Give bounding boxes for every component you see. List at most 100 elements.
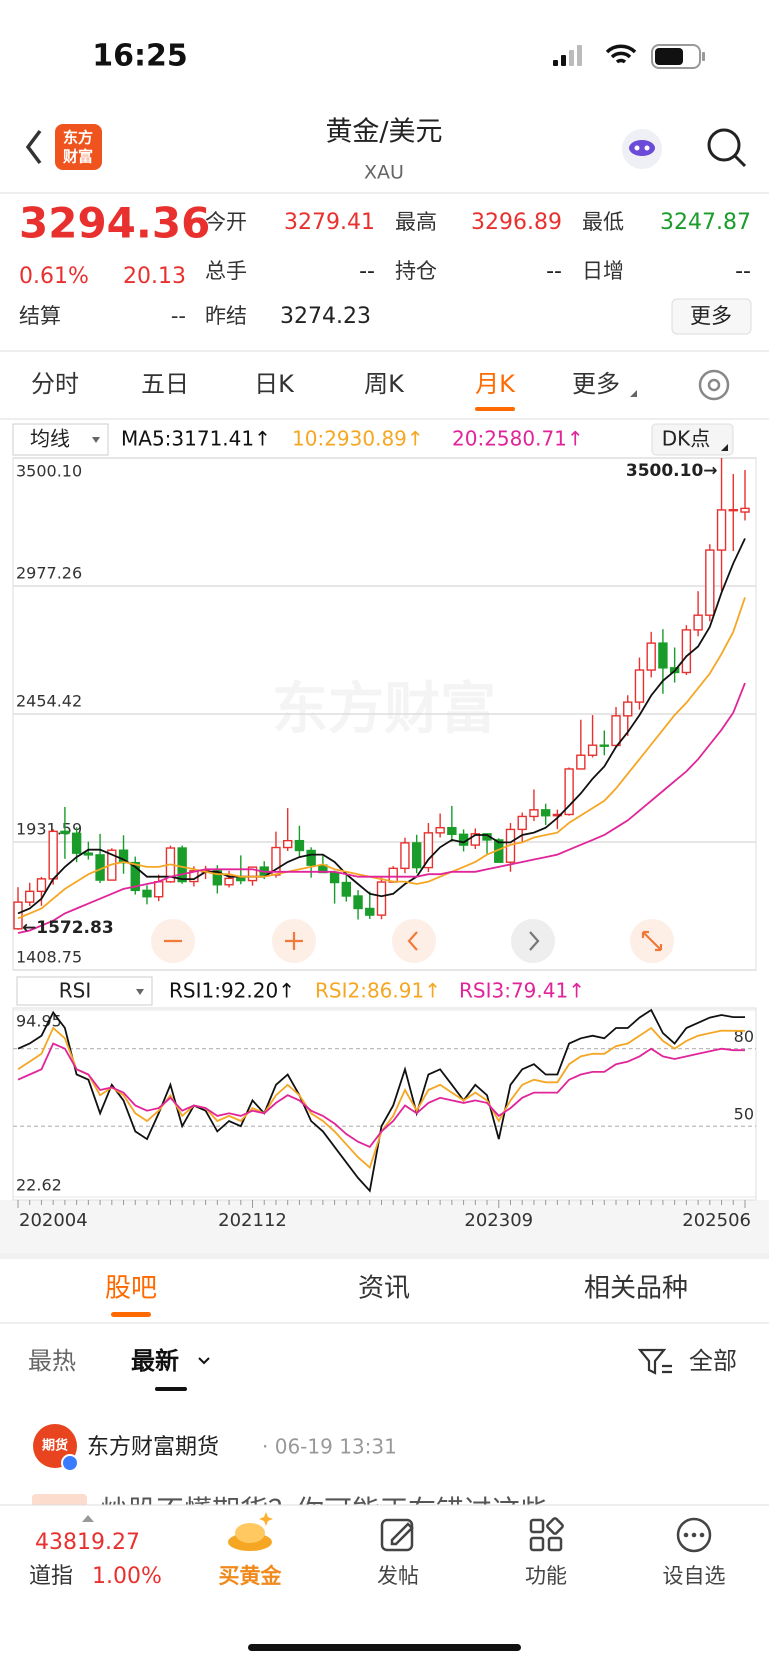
last-price: 3294.36 — [19, 199, 210, 248]
feed-tab[interactable]: 相关品种 — [584, 1274, 688, 1304]
field-label: 总手 — [205, 259, 247, 283]
function-icon[interactable] — [529, 1517, 564, 1552]
change-amount: 20.13 — [123, 264, 186, 289]
divider — [0, 1253, 769, 1259]
indicator-dropdown[interactable] — [16, 976, 153, 1006]
period-tab[interactable]: 日K — [254, 370, 295, 398]
y-tick-label: 80 — [734, 1027, 754, 1046]
expand-caret — [82, 1515, 94, 1522]
dk-button[interactable] — [651, 423, 734, 456]
sort-underline — [155, 1387, 187, 1391]
field-value: 3296.89 — [471, 210, 562, 235]
bottom-tab-label[interactable]: 功能 — [525, 1564, 567, 1588]
search-button[interactable] — [707, 128, 747, 168]
period-tab[interactable]: 周K — [364, 370, 405, 398]
settings-icon[interactable] — [698, 369, 730, 401]
indicator-line — [17, 1042, 745, 1149]
candle-body — [154, 881, 164, 898]
candle-body — [423, 832, 434, 869]
candle-body — [36, 878, 47, 893]
logo-text: 东方 — [63, 129, 93, 147]
feed-tab[interactable]: 资讯 — [358, 1274, 410, 1304]
candle-body — [236, 877, 246, 882]
field-value: -- — [171, 304, 186, 328]
candle-body — [13, 901, 23, 930]
dk-button-label[interactable]: DK点 — [662, 427, 711, 451]
dropdown-caret — [630, 390, 637, 397]
candle-body — [658, 642, 668, 669]
candle-body — [376, 881, 387, 916]
back-button[interactable] — [25, 129, 42, 165]
candle-body — [247, 866, 258, 882]
indicator-line — [17, 597, 746, 920]
period-tab[interactable]: 月K — [475, 370, 516, 398]
field-value: 3274.23 — [280, 304, 371, 329]
candle-body — [177, 847, 187, 883]
control-icon — [641, 930, 663, 952]
page-title: 黄金/美元 — [325, 117, 442, 148]
post-time: · 06-19 13:31 — [262, 1435, 397, 1459]
feed-tab[interactable]: 股吧 — [105, 1274, 157, 1304]
candle-body — [611, 715, 621, 747]
period-tab[interactable]: 五日 — [141, 370, 189, 398]
battery-icon — [651, 44, 705, 69]
gold-icon[interactable] — [228, 1512, 273, 1551]
candle-body — [48, 830, 58, 880]
app-logo — [55, 124, 102, 170]
indicator-dropdown[interactable] — [12, 423, 109, 456]
watchlist-icon[interactable] — [676, 1517, 712, 1553]
assistant-avatar[interactable] — [622, 129, 662, 169]
field-label: 最高 — [395, 210, 437, 234]
candle-body — [740, 507, 750, 513]
more-button-label[interactable]: 更多 — [690, 304, 732, 328]
candle-body — [646, 642, 656, 671]
candle-body — [400, 842, 410, 870]
verified-badge — [61, 1454, 79, 1472]
post-icon[interactable] — [380, 1518, 414, 1552]
indicator-dropdown-label[interactable]: RSI — [59, 979, 92, 1003]
index-value: 43819.27 — [35, 1530, 140, 1555]
candle-body — [83, 852, 94, 856]
y-tick-label: 50 — [734, 1105, 754, 1124]
legend-entry: RSI3:79.41↑ — [459, 979, 585, 1003]
legend-entry: 10:2930.89↑ — [292, 427, 424, 451]
max-annotation: 3500.10→ — [626, 461, 718, 481]
bottom-tab-label[interactable]: 发帖 — [377, 1564, 419, 1588]
chart-control[interactable] — [511, 919, 555, 963]
candle-body — [142, 889, 152, 898]
candle-body — [693, 614, 703, 631]
indicator-dropdown-label[interactable]: 均线 — [30, 427, 70, 451]
avatar-text: 期货 — [42, 1438, 68, 1454]
candle-body — [224, 877, 234, 886]
control-icon — [407, 931, 418, 951]
dropdown-caret — [721, 444, 728, 451]
candle-body — [329, 871, 340, 884]
signal-icon — [553, 45, 582, 66]
candle-body — [411, 842, 422, 869]
period-tab[interactable]: 分时 — [31, 370, 79, 398]
period-tab[interactable]: 更多 — [572, 370, 620, 398]
axis-strip — [0, 1200, 769, 1253]
chart-control[interactable] — [392, 919, 436, 963]
y-tick-label: 3500.10 — [16, 462, 82, 481]
index-name: 道指 — [29, 1564, 73, 1589]
index-change: 1.00% — [92, 1564, 162, 1589]
field-label: 日增 — [582, 259, 624, 283]
candle-body — [623, 701, 633, 717]
change-percent: 0.61% — [19, 264, 89, 289]
candle-body — [341, 881, 352, 897]
field-value: -- — [735, 259, 751, 284]
filter-label[interactable]: 全部 — [689, 1347, 737, 1375]
watermark: 东方财富 — [272, 677, 496, 742]
bottom-tab-label[interactable]: 设自选 — [663, 1564, 726, 1588]
sort-option[interactable]: 最热 — [28, 1347, 76, 1375]
home-indicator — [248, 1644, 521, 1651]
filter-icon[interactable] — [637, 1348, 672, 1375]
candle-body — [282, 839, 293, 849]
sort-option[interactable]: 最新 — [131, 1347, 179, 1375]
candle-body — [587, 744, 598, 756]
more-button[interactable] — [671, 298, 752, 335]
bottom-tab-label[interactable]: 买黄金 — [219, 1564, 283, 1588]
candle-body — [306, 849, 316, 866]
field-label: 昨结 — [205, 304, 247, 328]
